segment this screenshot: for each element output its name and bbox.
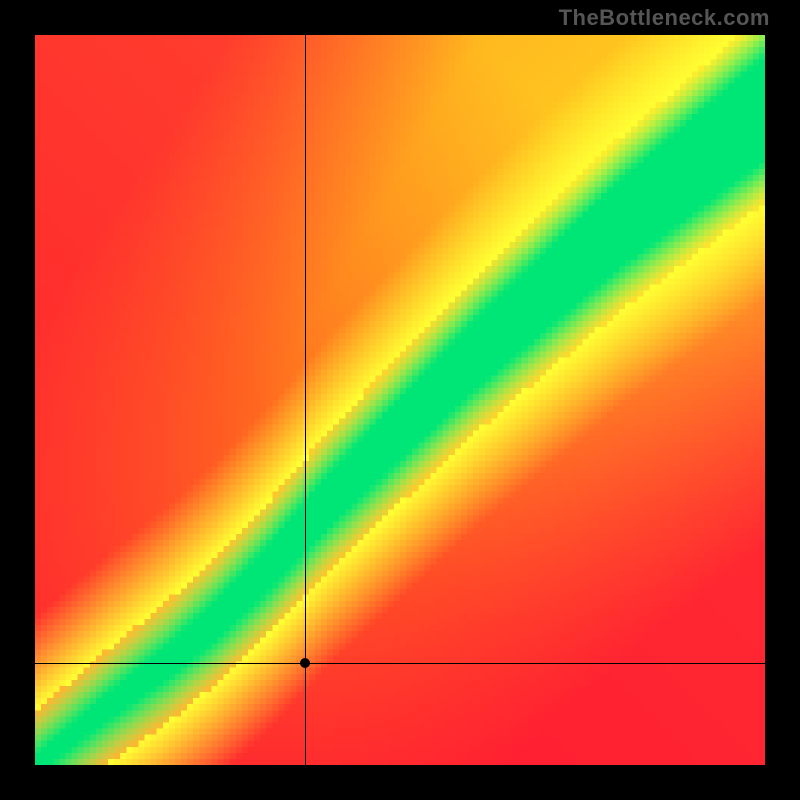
watermark-label: TheBottleneck.com <box>559 5 770 31</box>
heatmap-canvas <box>35 35 765 765</box>
heatmap-plot-area <box>35 35 765 765</box>
crosshair-marker-dot <box>300 658 310 668</box>
crosshair-horizontal-line <box>35 663 765 664</box>
crosshair-vertical-line <box>305 35 306 765</box>
figure-container: TheBottleneck.com <box>0 0 800 800</box>
